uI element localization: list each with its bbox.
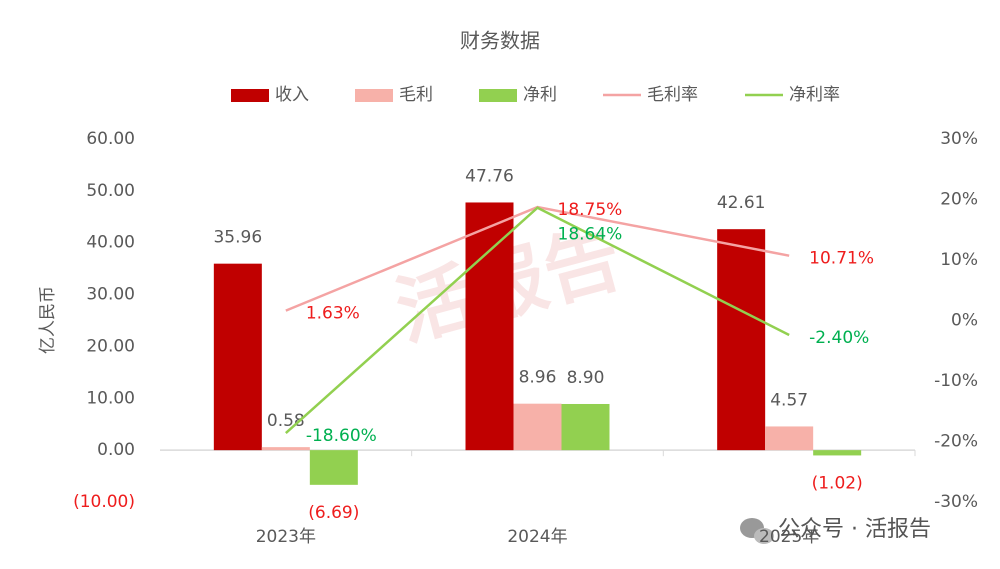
y2-tick-label: 20%	[940, 190, 978, 210]
bar	[309, 450, 358, 485]
x-tick-label: 2025年	[759, 527, 819, 547]
y-tick-label: 10.00	[86, 388, 135, 408]
bar	[813, 450, 862, 456]
data-label: (6.69)	[308, 503, 359, 523]
legend-label: 收入	[275, 85, 309, 105]
data-label: 4.57	[770, 390, 808, 410]
legend-swatch	[355, 89, 393, 102]
footer: 公众号 · 活报告	[778, 517, 931, 542]
data-label: 18.64%	[558, 225, 623, 245]
legend-swatch	[231, 89, 269, 102]
y-axis-label: 亿人民币	[38, 286, 58, 354]
y2-tick-label: -10%	[934, 371, 978, 391]
y-tick-label: 40.00	[86, 233, 135, 253]
data-label: 47.76	[465, 166, 514, 186]
x-tick-label: 2023年	[256, 527, 316, 547]
legend-label: 净利率	[789, 85, 840, 105]
bar	[465, 202, 514, 451]
data-label: 18.75%	[558, 200, 623, 220]
legend-swatch	[479, 89, 517, 102]
bar	[765, 426, 814, 451]
chart-title: 财务数据	[460, 29, 540, 53]
data-label: 8.96	[519, 368, 557, 388]
y-tick-label: (10.00)	[73, 492, 135, 512]
data-label: 1.63%	[306, 304, 360, 324]
legend-label: 净利	[523, 85, 557, 105]
bar	[561, 403, 610, 451]
legend-label: 毛利	[399, 85, 433, 105]
bar	[213, 263, 262, 451]
wechat-icon	[740, 518, 774, 544]
bar	[717, 229, 766, 451]
y2-tick-label: 0%	[951, 311, 978, 331]
data-label: (1.02)	[812, 473, 863, 493]
bar	[261, 447, 310, 451]
legend-label: 毛利率	[647, 85, 698, 105]
data-label: 42.61	[717, 193, 766, 213]
y-tick-label: 50.00	[86, 181, 135, 201]
bar	[513, 403, 562, 451]
y2-tick-label: -30%	[934, 492, 978, 512]
x-tick-label: 2024年	[507, 527, 567, 547]
data-label: -2.40%	[809, 328, 869, 348]
data-label: 10.71%	[809, 249, 874, 269]
y-tick-label: 20.00	[86, 336, 135, 356]
y2-tick-label: 10%	[940, 250, 978, 270]
line	[284, 206, 790, 434]
y-tick-label: 0.00	[97, 440, 135, 460]
y2-tick-label: 30%	[940, 129, 978, 149]
y-tick-label: 30.00	[86, 285, 135, 305]
data-label: 8.90	[567, 368, 605, 388]
y-tick-label: 60.00	[86, 129, 135, 149]
data-label: -18.60%	[306, 426, 377, 446]
y2-tick-label: -20%	[934, 432, 978, 452]
data-label: 35.96	[213, 228, 262, 248]
